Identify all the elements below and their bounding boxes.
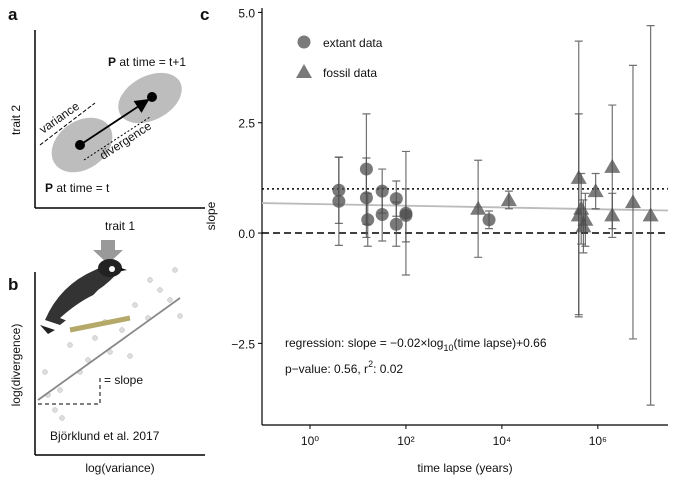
legend-marker [297, 35, 311, 49]
marker [500, 191, 517, 206]
marker [604, 158, 621, 173]
marker [399, 208, 413, 222]
panel-a: trait 2 trait 1 P at time = t+1 P at tim… [9, 30, 205, 233]
panel-label: b [8, 275, 18, 294]
panel-b: log(divergence) log(variance) = slope Bj… [9, 259, 205, 475]
state-label: P at time = t+1 [108, 55, 186, 69]
x-tick-label: 10⁴ [493, 434, 512, 448]
marker [577, 211, 594, 226]
marker [604, 207, 621, 222]
marker [359, 191, 373, 205]
marker [573, 200, 590, 215]
panel-c: slope time lapse (years) regression: slo… [204, 201, 547, 475]
x-tick-label: 10⁶ [589, 434, 607, 448]
marker [482, 213, 496, 227]
state-label: P at time = t [45, 181, 110, 195]
axis-label: trait 2 [9, 105, 23, 135]
legend-label: extant data [323, 36, 383, 50]
y-tick-label: −2.5 [231, 337, 255, 351]
down-arrow [93, 240, 123, 264]
marker [642, 207, 659, 222]
legend-marker [296, 64, 312, 78]
marker [587, 183, 604, 198]
x-tick-label: 10² [397, 434, 414, 448]
annotation: p−value: 0.56, r2: 0.02 [285, 359, 403, 376]
slope-note: = slope [104, 373, 143, 387]
marker [332, 194, 346, 208]
regression-line [261, 202, 669, 212]
y-tick-label: 5.0 [238, 6, 255, 20]
marker [375, 208, 389, 222]
marker [624, 194, 641, 209]
panel-label: a [8, 5, 18, 24]
marker [361, 213, 375, 227]
marker [389, 217, 403, 231]
y-axis-label: slope [204, 201, 218, 230]
panel-label: c [200, 5, 209, 24]
y-tick-label: 0.0 [238, 227, 255, 241]
axis-label: log(divergence) [9, 324, 23, 407]
annotation: regression: slope = −0.02×log10(time lap… [285, 336, 547, 353]
source: Björklund et al. 2017 [50, 429, 160, 443]
legend-label: fossil data [323, 66, 377, 80]
x-axis-label: time lapse (years) [417, 461, 512, 475]
y-tick-label: 2.5 [238, 117, 255, 131]
axis-label: trait 1 [105, 219, 135, 233]
x-tick-label: 10⁰ [301, 434, 319, 448]
axis-label: log(variance) [85, 461, 154, 475]
marker [470, 200, 487, 215]
